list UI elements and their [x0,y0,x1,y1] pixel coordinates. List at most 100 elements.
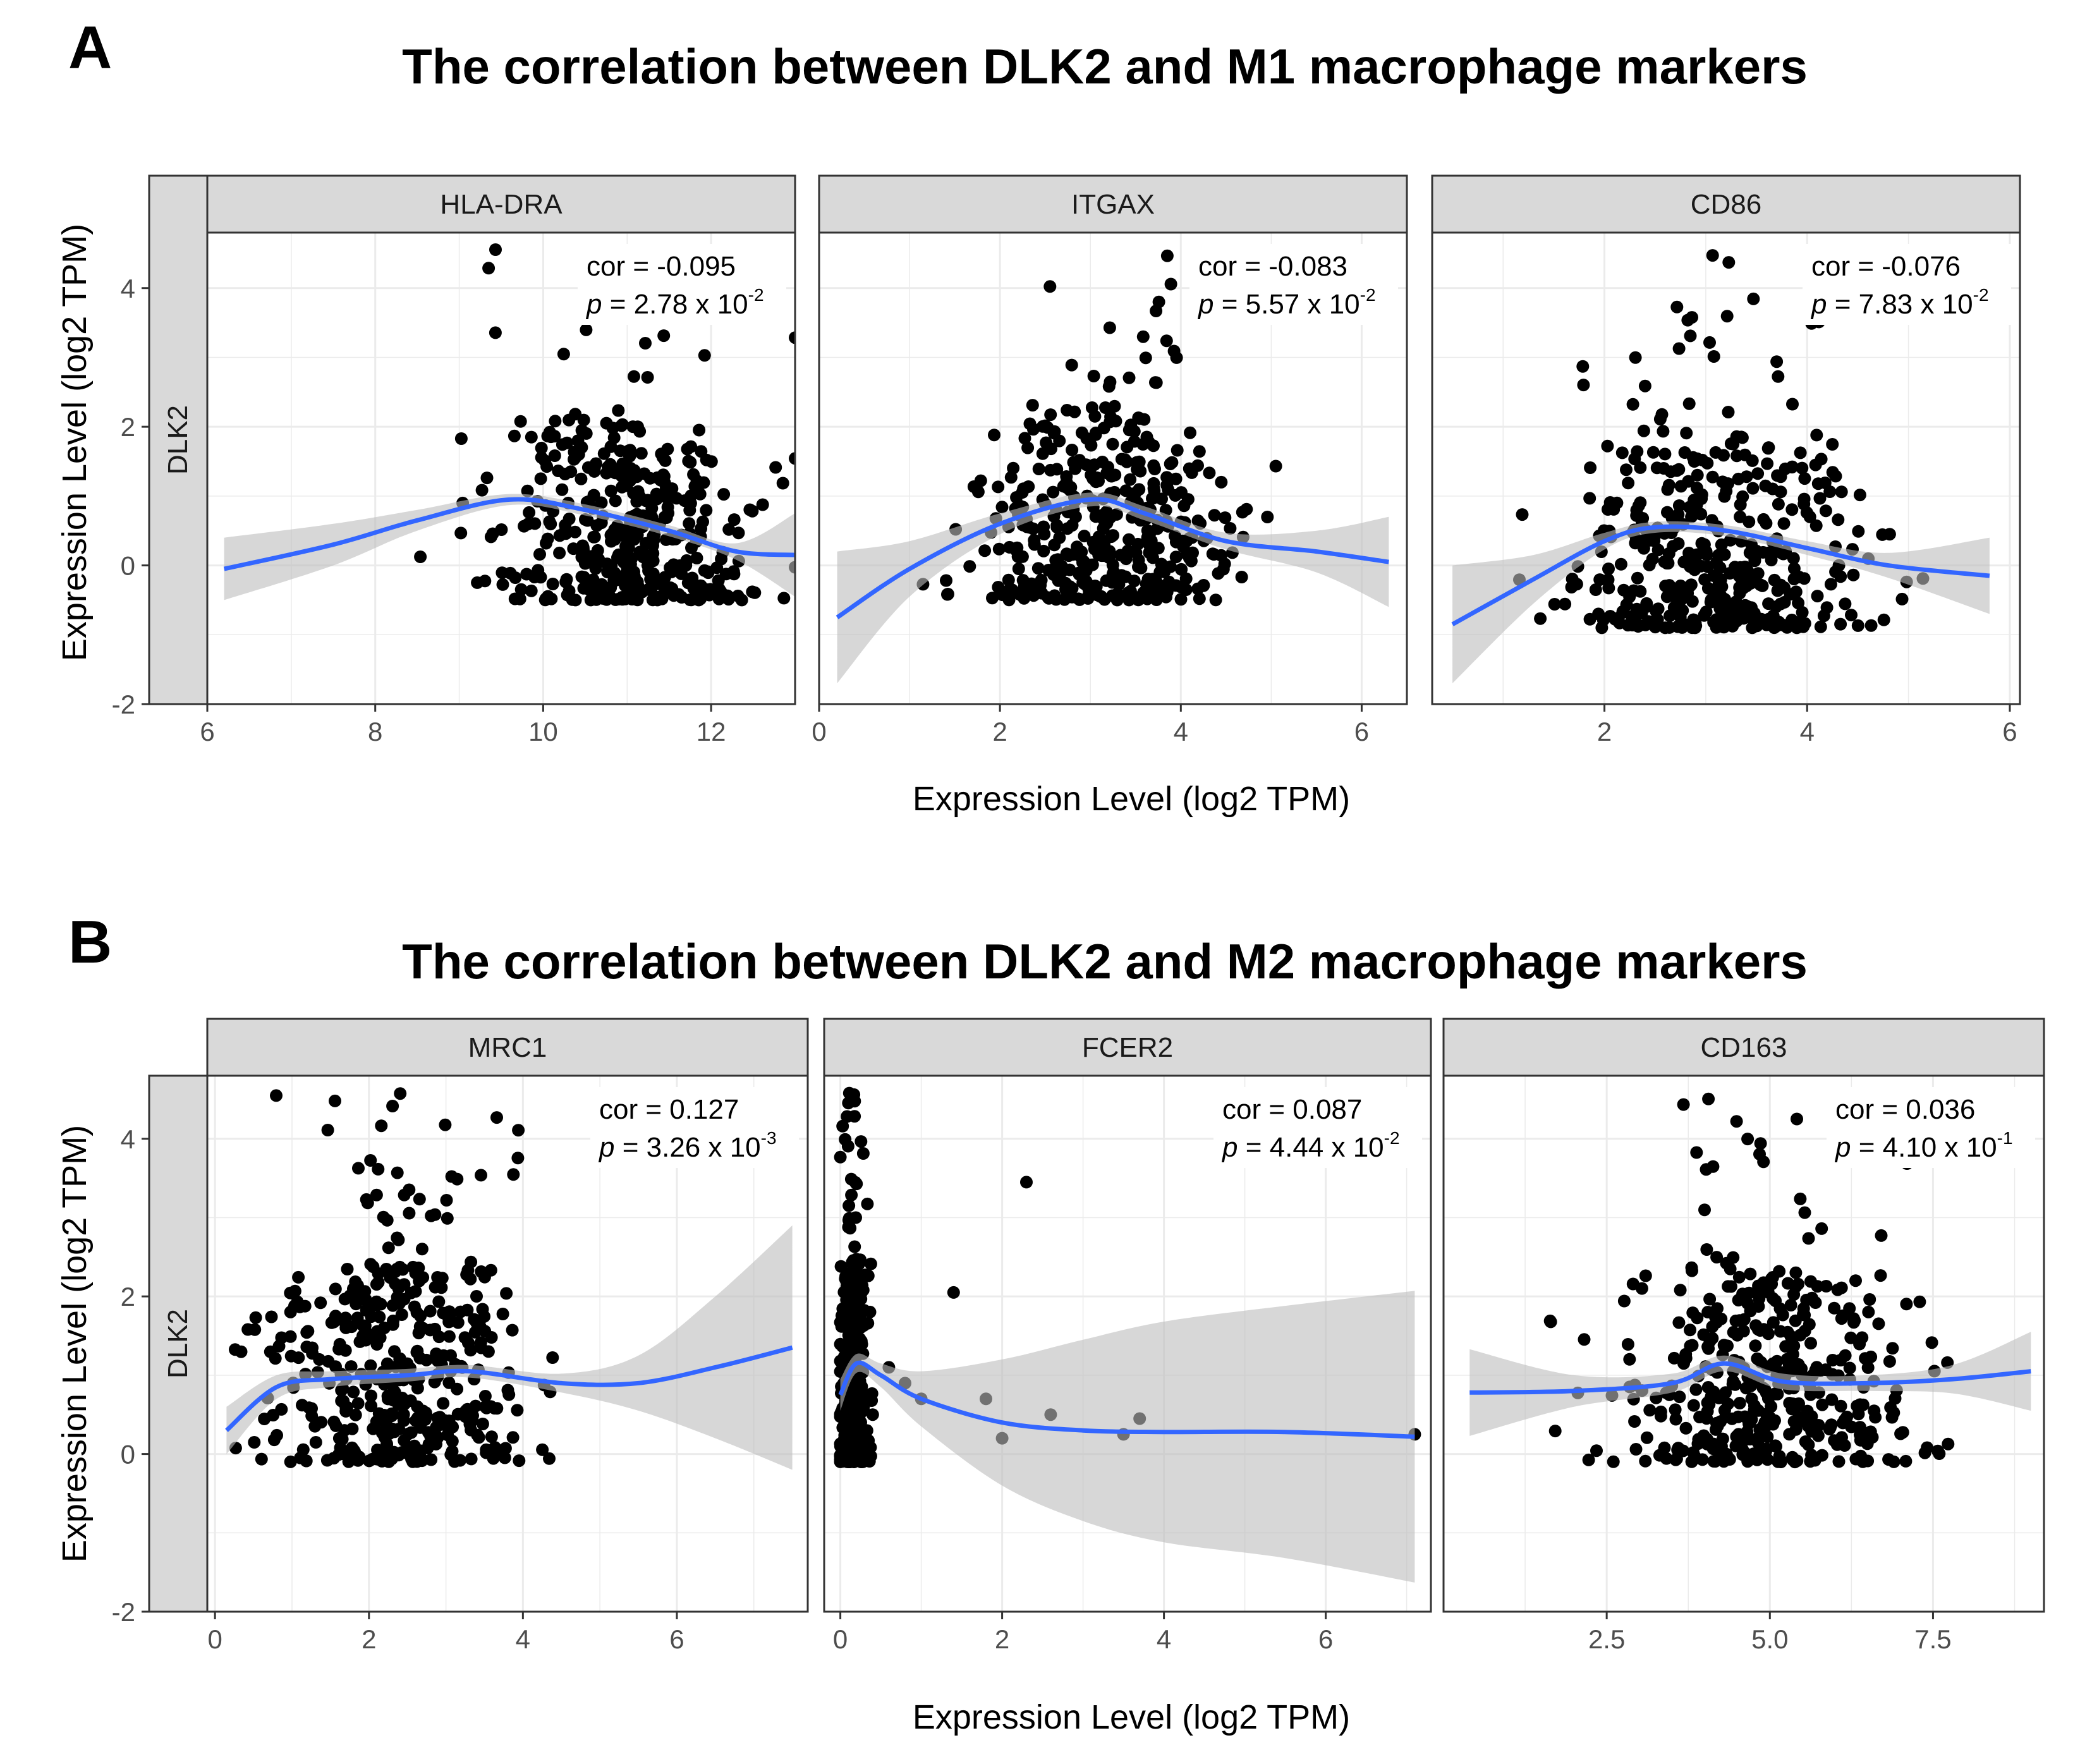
data-point [454,526,468,540]
data-point [1787,552,1800,565]
data-point [1816,1398,1829,1411]
panel-a-letter: A [68,14,112,82]
data-point [721,589,734,602]
data-point [777,592,791,605]
data-point [413,1193,426,1206]
panel-b-row-strip-label: DLK2 [162,1309,193,1378]
panel-b-y-axis-title: Expression Level (log2 TPM) [56,1125,94,1562]
data-point [1639,1269,1652,1282]
data-point [1124,473,1137,486]
data-point [575,441,588,454]
data-point [1694,508,1708,521]
data-point [855,1135,868,1148]
data-point [342,1455,355,1468]
data-point [1771,469,1784,482]
data-point [1770,600,1782,613]
data-point [438,1414,451,1427]
data-point [484,1263,497,1277]
p-value-mantissa: = 4.10 x 10 [1851,1132,1997,1163]
data-point [1089,510,1102,523]
data-point [690,474,703,487]
data-point [364,1258,377,1271]
data-point [1714,1415,1727,1428]
annotation-background [1189,244,1398,325]
data-point [963,560,976,573]
data-point [1900,1298,1913,1311]
data-point [1548,1425,1562,1438]
data-point [363,1454,376,1468]
panel-a-x-axis-title: Expression Level (log2 TPM) [913,780,1350,818]
data-point [267,1433,281,1447]
facet-strip [1442,1018,2045,1077]
data-point [1717,621,1730,634]
data-point [1096,456,1109,468]
data-point [344,1360,358,1373]
data-point [1660,590,1674,604]
x-tick-label: 10 [528,717,558,746]
data-point [1874,1269,1887,1282]
data-point [1721,1339,1734,1353]
data-point [1637,424,1650,437]
data-point [444,1448,458,1461]
data-point [849,1176,862,1189]
data-point [336,1433,349,1446]
data-point [475,1341,488,1354]
data-point [655,592,669,605]
data-point [627,530,640,543]
data-point [1730,1115,1743,1128]
p-symbol: p [585,289,602,320]
data-point [1003,583,1016,596]
data-point [1643,558,1656,571]
x-tick-label: 6 [1318,1624,1333,1654]
data-point [1559,597,1572,611]
data-point [1576,360,1590,373]
data-point [589,562,602,575]
data-point [1797,1302,1810,1315]
data-point [568,451,581,464]
data-point [1925,1336,1938,1349]
data-point [1752,1445,1765,1458]
data-point [622,444,635,458]
data-point [1706,470,1719,484]
data-point [566,593,579,606]
data-point [521,518,535,531]
data-point [475,1169,487,1182]
annotation-background [578,244,786,325]
data-point [1674,1284,1687,1297]
data-point [587,489,600,502]
data-point [1224,522,1237,535]
data-point [1774,1456,1787,1468]
data-point [1584,461,1597,474]
panel-b-title: The correlation between DLK2 and M2 macr… [402,934,1808,989]
data-point [1215,549,1228,562]
data-point [1103,321,1116,334]
data-point [1757,1276,1770,1289]
data-point [1931,1444,1944,1457]
data-point [842,1199,856,1212]
data-point [1802,1438,1815,1451]
data-point [1667,1351,1681,1365]
data-point [1577,379,1590,392]
data-point [1835,485,1848,499]
data-point [1658,447,1672,461]
data-point [1843,1302,1856,1315]
data-point [1152,295,1165,308]
data-point [1724,1280,1737,1293]
data-point [615,470,628,483]
data-point [339,1404,353,1418]
data-point [275,1402,288,1416]
data-point [1592,607,1605,621]
data-point [403,1207,416,1220]
data-point [1706,249,1719,262]
data-point [667,560,680,573]
data-point [602,460,614,473]
data-point [556,483,569,496]
data-point [1834,1399,1847,1413]
data-point [370,1338,384,1351]
data-point [1845,609,1858,622]
data-point [660,491,674,504]
data-point [255,1452,268,1466]
data-point [480,471,494,485]
data-point [300,1454,313,1468]
data-point [432,1295,446,1308]
